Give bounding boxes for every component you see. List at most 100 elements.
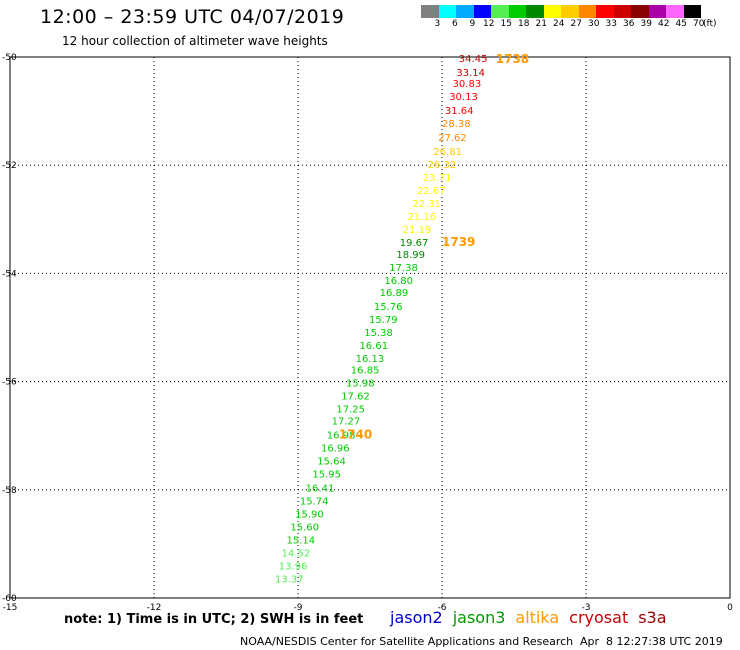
legend-swatch xyxy=(596,5,614,18)
time-annotation: 1738 xyxy=(496,52,529,66)
legend-label: 24 xyxy=(553,19,565,29)
legend-label: 18 xyxy=(518,19,530,29)
legend-swatch xyxy=(508,5,526,18)
data-point-label: 30.13 xyxy=(449,92,478,103)
time-annotation: 1739 xyxy=(442,235,475,249)
y-tick-label: -52 xyxy=(2,161,17,171)
legend-swatch xyxy=(438,5,456,18)
legend-swatch xyxy=(543,5,561,18)
y-tick-label: -56 xyxy=(2,378,17,388)
legend-label: 21 xyxy=(535,19,547,29)
legend-swatch xyxy=(491,5,509,18)
legend-swatch xyxy=(473,5,491,18)
satellite-jason3: jason3 xyxy=(452,608,506,627)
legend-labels: 3 6 9 12 15 18 21 24 27 30 33 36 39 42 45 70 (ft) xyxy=(421,18,740,32)
legend-label: 70 xyxy=(693,19,705,29)
x-tick-label: -6 xyxy=(438,603,447,613)
data-point-label: 14.52 xyxy=(282,549,311,560)
data-point-label: 15.79 xyxy=(369,315,398,326)
data-point-label: 16.98 xyxy=(327,431,356,442)
legend-label: 9 xyxy=(469,19,476,29)
data-point-label: 16.41 xyxy=(306,484,335,495)
footer-credit: NOAA/NESDIS Center for Satellite Applica… xyxy=(240,635,574,648)
data-point-label: 26.32 xyxy=(428,160,457,171)
legend-swatch xyxy=(561,5,579,18)
legend-label: 12 xyxy=(483,19,495,29)
data-point-label: 34.45 xyxy=(459,54,488,65)
x-tick-label: -12 xyxy=(147,603,162,613)
data-point-label: 15.76 xyxy=(374,302,403,313)
data-point-label: 15.14 xyxy=(286,536,315,547)
x-tick-label: 0 xyxy=(727,603,733,613)
plot-frame xyxy=(9,56,731,599)
data-point-label: 13.96 xyxy=(279,562,308,573)
data-point-label: 16.96 xyxy=(321,444,350,455)
data-point-label: 18.99 xyxy=(396,250,425,261)
y-tick-label: -50 xyxy=(2,53,17,63)
data-point-label: 28.38 xyxy=(442,119,471,130)
satellite-legend: jason2 jason3 altika cryosat s3a xyxy=(390,608,667,627)
legend-swatch xyxy=(578,5,596,18)
data-point-label: 19.67 xyxy=(400,238,429,249)
legend-label: 15 xyxy=(500,19,512,29)
legend-swatch xyxy=(648,5,666,18)
legend-label: 33 xyxy=(605,19,617,29)
data-point-label: 16.13 xyxy=(356,354,385,365)
data-point-label: 15.38 xyxy=(364,328,393,339)
x-tick-label: -15 xyxy=(3,603,18,613)
satellite-cryosat: cryosat xyxy=(569,608,629,627)
data-point-label: 22.67 xyxy=(417,186,446,197)
y-tick-label: -60 xyxy=(2,594,17,604)
chart-title: 12:00 – 23:59 UTC 04/07/2019 xyxy=(40,6,345,28)
data-point-label: 27.62 xyxy=(438,133,467,144)
satellite-altika: altika xyxy=(515,608,560,627)
data-point-label: 15.64 xyxy=(317,457,346,468)
legend-swatch xyxy=(666,5,684,18)
color-legend: 3 6 9 12 15 18 21 24 27 30 33 36 39 42 45 70 (ft) xyxy=(421,5,740,32)
legend-label: 27 xyxy=(570,19,582,29)
data-point-label: 17.27 xyxy=(332,417,361,428)
legend-swatch xyxy=(613,5,631,18)
data-point-label: 23.71 xyxy=(423,173,452,184)
legend-label: 3 xyxy=(434,19,441,29)
y-tick-label: -58 xyxy=(2,486,17,496)
x-tick-label: -9 xyxy=(294,603,303,613)
y-tick-label: -54 xyxy=(2,269,17,279)
legend-label: 6 xyxy=(452,19,458,29)
data-point-label: 15.90 xyxy=(295,510,324,521)
data-point-label: 17.38 xyxy=(389,263,418,274)
data-point-label: 15.74 xyxy=(300,497,329,508)
legend-label: 45 xyxy=(675,19,687,29)
time-annotation: 1740 xyxy=(339,428,372,442)
units-note: note: 1) Time is in UTC; 2) SWH is in fe… xyxy=(64,612,364,627)
data-point-label: 16.89 xyxy=(380,288,409,299)
chart-subtitle: 12 hour collection of altimeter wave hei… xyxy=(62,34,328,48)
data-point-label: 21.19 xyxy=(403,225,432,236)
data-point-label: 16.61 xyxy=(359,341,388,352)
data-point-label: 17.25 xyxy=(336,405,365,416)
data-point-label: 13.37 xyxy=(275,575,304,586)
data-point-label: 30.83 xyxy=(453,79,482,90)
x-tick-label: -3 xyxy=(582,603,591,613)
legend-swatches xyxy=(421,5,740,18)
data-point-label: 17.62 xyxy=(341,392,370,403)
data-point-label: 22.31 xyxy=(412,199,441,210)
data-point-label: 16.85 xyxy=(351,366,380,377)
data-point-label: 21.16 xyxy=(407,212,436,223)
data-point-label: 16.80 xyxy=(384,276,413,287)
data-point-label: 33.14 xyxy=(456,68,485,79)
data-point-label: 26.81 xyxy=(433,147,462,158)
legend-label: 36 xyxy=(623,19,635,29)
legend-swatch xyxy=(683,5,701,18)
legend-label: 42 xyxy=(658,19,670,29)
legend-swatch xyxy=(456,5,474,18)
data-point-label: 15.60 xyxy=(290,523,319,534)
footer-timestamp: Apr 8 12:27:38 UTC 2019 xyxy=(580,635,723,648)
satellite-s3a: s3a xyxy=(638,608,667,627)
legend-label: 39 xyxy=(640,19,652,29)
data-point-label: 15.98 xyxy=(346,379,375,390)
data-point-label: 31.64 xyxy=(445,106,474,117)
legend-unit: (ft) xyxy=(703,19,717,29)
legend-swatch xyxy=(631,5,649,18)
